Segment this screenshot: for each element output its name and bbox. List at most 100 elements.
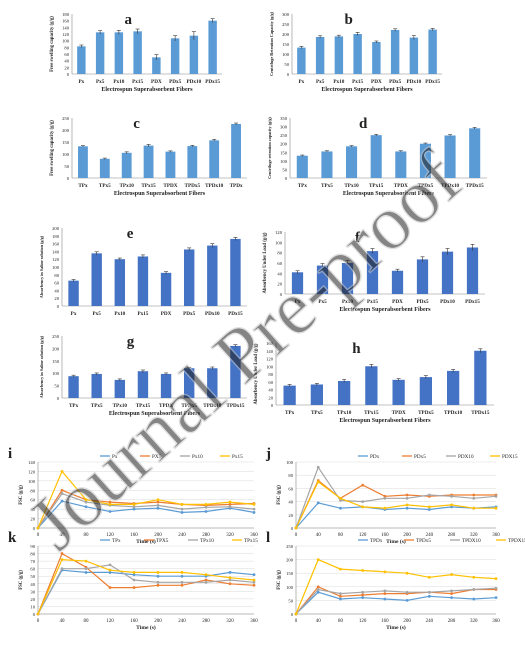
data-point [383, 597, 387, 601]
x-axis-label: Electrospun Superabsorbent Fibers [101, 87, 193, 93]
data-point [339, 594, 342, 598]
legend-label: TPx [112, 538, 121, 544]
y-tick-label: 60 [64, 52, 69, 57]
chart-l: 0 50 100 150 200 250 FSC (g/g) 0 40 80 120 160 200 24… [266, 530, 525, 631]
y-tick-label: 40 [277, 271, 282, 276]
data-point [108, 500, 112, 504]
x-tick-label: PDx15 [465, 299, 480, 305]
y-axis-label: FSC (g/g) [19, 485, 24, 505]
y-tick-label: 0 [291, 526, 294, 531]
y-tick-label: 150 [282, 42, 290, 47]
data-point [316, 465, 320, 469]
data-point [108, 568, 112, 572]
x-tick-label: Px10 [114, 311, 125, 317]
x-tick-label: PDx10 [407, 79, 422, 85]
data-point [228, 571, 232, 574]
x-tick-label: 240 [426, 619, 434, 624]
x-tick-label: Px5 [93, 311, 102, 317]
x-tick-label: TPDx5 [181, 403, 197, 409]
y-tick-label: 0 [287, 72, 290, 77]
bar [183, 249, 195, 306]
x-tick-label: TPx [69, 403, 79, 409]
x-tick-label: PDx5 [183, 311, 196, 317]
panel-letter: c [133, 116, 140, 132]
x-tick-label: TPx5 [321, 183, 333, 189]
data-point [252, 511, 256, 514]
x-tick-label: Px [78, 79, 84, 85]
bar [121, 152, 132, 178]
chart-g: 0 50 100 150 200 250 Absorbency in Saline solu… [39, 334, 247, 417]
panel-letter: a [125, 12, 133, 28]
data-point [84, 571, 88, 574]
x-tick-label: Px5 [96, 79, 105, 85]
y-tick-label: 60 [277, 261, 282, 266]
data-point [60, 470, 64, 473]
bar [207, 245, 218, 306]
y-axis-label: FSC (g/g) [277, 485, 282, 505]
x-tick-label: TPx [285, 410, 295, 416]
x-tick-label: TPDx10 [444, 410, 463, 416]
x-tick-label: 40 [316, 619, 322, 624]
series-line [295, 465, 497, 529]
y-tick-label: 140 [52, 249, 60, 254]
x-tick-label: Px5 [316, 79, 325, 85]
x-tick-label: TPx10 [337, 410, 352, 416]
y-tick-label: 250 [52, 334, 60, 339]
data-point [472, 493, 476, 497]
x-tick-label: TPx15 [364, 410, 379, 416]
series-line [295, 587, 497, 615]
data-point [252, 507, 256, 511]
bar [315, 37, 325, 74]
y-tick-label: 100 [52, 265, 60, 270]
y-tick-label: 70 [30, 559, 35, 564]
x-tick-label: PDX [151, 79, 162, 85]
data-point [180, 503, 184, 506]
legend-label: Px10 [192, 454, 203, 460]
data-point [427, 493, 431, 497]
data-point [204, 573, 208, 577]
data-point [228, 500, 232, 504]
data-point [60, 567, 64, 571]
y-tick-label: 60 [54, 281, 59, 286]
x-tick-label: 360 [492, 533, 500, 538]
bar [334, 36, 344, 74]
legend-label: PX5 [152, 454, 162, 460]
data-point [383, 496, 387, 500]
chart-c: 0 50 100 150 200 250 Free swelling capacity (g… [50, 116, 247, 197]
y-tick-label: 40 [30, 582, 35, 587]
data-point [180, 507, 184, 511]
data-point [383, 570, 387, 574]
chart-f: 0 20 40 60 80 100 120 Absorbency Under Load (g/… [263, 230, 485, 313]
x-tick-label: PDX [161, 311, 172, 317]
y-tick-label: 60 [30, 567, 35, 572]
y-tick-label: 200 [282, 32, 290, 37]
bar [137, 256, 149, 306]
x-tick-label: 120 [106, 533, 114, 538]
data-point [472, 575, 476, 579]
bar [91, 373, 102, 398]
series-line [37, 470, 255, 529]
bar [78, 146, 88, 178]
x-tick-label: PDx15 [228, 311, 243, 317]
data-point [361, 590, 365, 594]
data-point [228, 505, 232, 509]
x-axis-label: Electrospun Superabsorbent Fibers [339, 418, 431, 424]
y-tick-label: 80 [288, 473, 293, 478]
data-point [252, 580, 256, 584]
data-point [204, 503, 208, 506]
y-tick-label: 200 [52, 346, 60, 351]
data-point [450, 494, 453, 498]
y-tick-label: 0 [33, 612, 36, 617]
x-tick-label: 240 [426, 533, 434, 538]
data-point [383, 592, 387, 595]
x-tick-label: TPDx5 [418, 410, 434, 416]
y-tick-label: 180 [62, 12, 70, 17]
legend-label: PDX15 [502, 454, 518, 460]
y-tick-label: 100 [286, 460, 294, 465]
data-point [494, 586, 498, 590]
data-point [361, 593, 365, 597]
y-tick-label: 20 [54, 296, 59, 301]
y-tick-label: 150 [62, 140, 70, 145]
legend-label: TPx10 [200, 538, 214, 544]
bar [419, 377, 433, 405]
